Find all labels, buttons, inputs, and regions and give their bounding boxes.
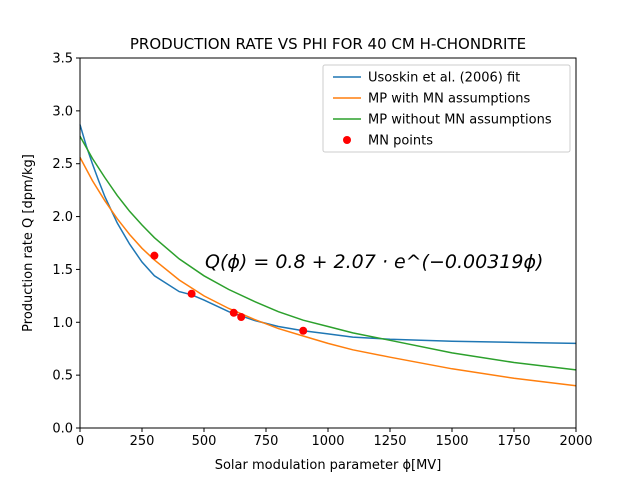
y-tick-label: 2.5 [52,157,73,172]
legend-label: MN points [368,134,433,149]
series-line-1 [79,157,577,387]
points-layer [150,251,308,335]
mn-point [150,251,159,260]
mn-point [187,289,196,298]
mn-point [237,313,246,321]
mn-point [299,326,308,335]
y-tick-label: 0.5 [52,369,73,384]
legend-label: MP without MN assumptions [368,113,552,128]
x-axis-label: Solar modulation parameter ϕ[MV] [215,458,442,473]
chart-title: PRODUCTION RATE VS PHI FOR 40 CM H-CHOND… [130,35,526,53]
y-tick-label: 2.0 [52,210,73,225]
x-tick-label: 500 [192,434,217,449]
y-tick-label: 0.0 [52,422,73,437]
y-tick-label: 3.5 [52,52,73,67]
x-tick-label: 2000 [559,434,592,449]
legend-swatch-marker [343,136,351,144]
x-tick-label: 1500 [435,434,468,449]
x-tick-label: 0 [76,434,84,449]
x-tick-label: 1250 [373,434,406,449]
y-tick-label: 1.0 [52,316,73,331]
x-tick-label: 750 [254,434,279,449]
y-axis-ticks: 0.0 0.5 1.0 1.5 2.0 2.5 3.0 3.5 [52,52,80,437]
y-tick-label: 3.0 [52,104,73,119]
legend-box [322,64,571,153]
y-tick-label: 1.5 [52,263,73,278]
series-line-2 [79,135,577,371]
x-tick-label: 1750 [497,434,530,449]
legend-label: Usoskin et al. (2006) fit [368,71,520,86]
x-tick-label: 250 [130,434,155,449]
fit-equation-annotation: Q(ϕ) = 0.8 + 2.07 · e^(−0.00319ϕ) [205,251,543,273]
y-axis-label: Production rate Q [dpm/kg] [21,154,36,332]
mn-point [229,308,238,317]
x-tick-label: 1000 [311,434,344,449]
curves-layer [79,124,577,387]
legend: Usoskin et al. (2006) fit MP with MN assu… [322,64,571,153]
legend-label: MP with MN assumptions [368,92,531,107]
series-line-0 [79,124,577,345]
x-axis-ticks: 0 250 500 750 1000 1250 1500 1750 2000 [76,428,593,449]
